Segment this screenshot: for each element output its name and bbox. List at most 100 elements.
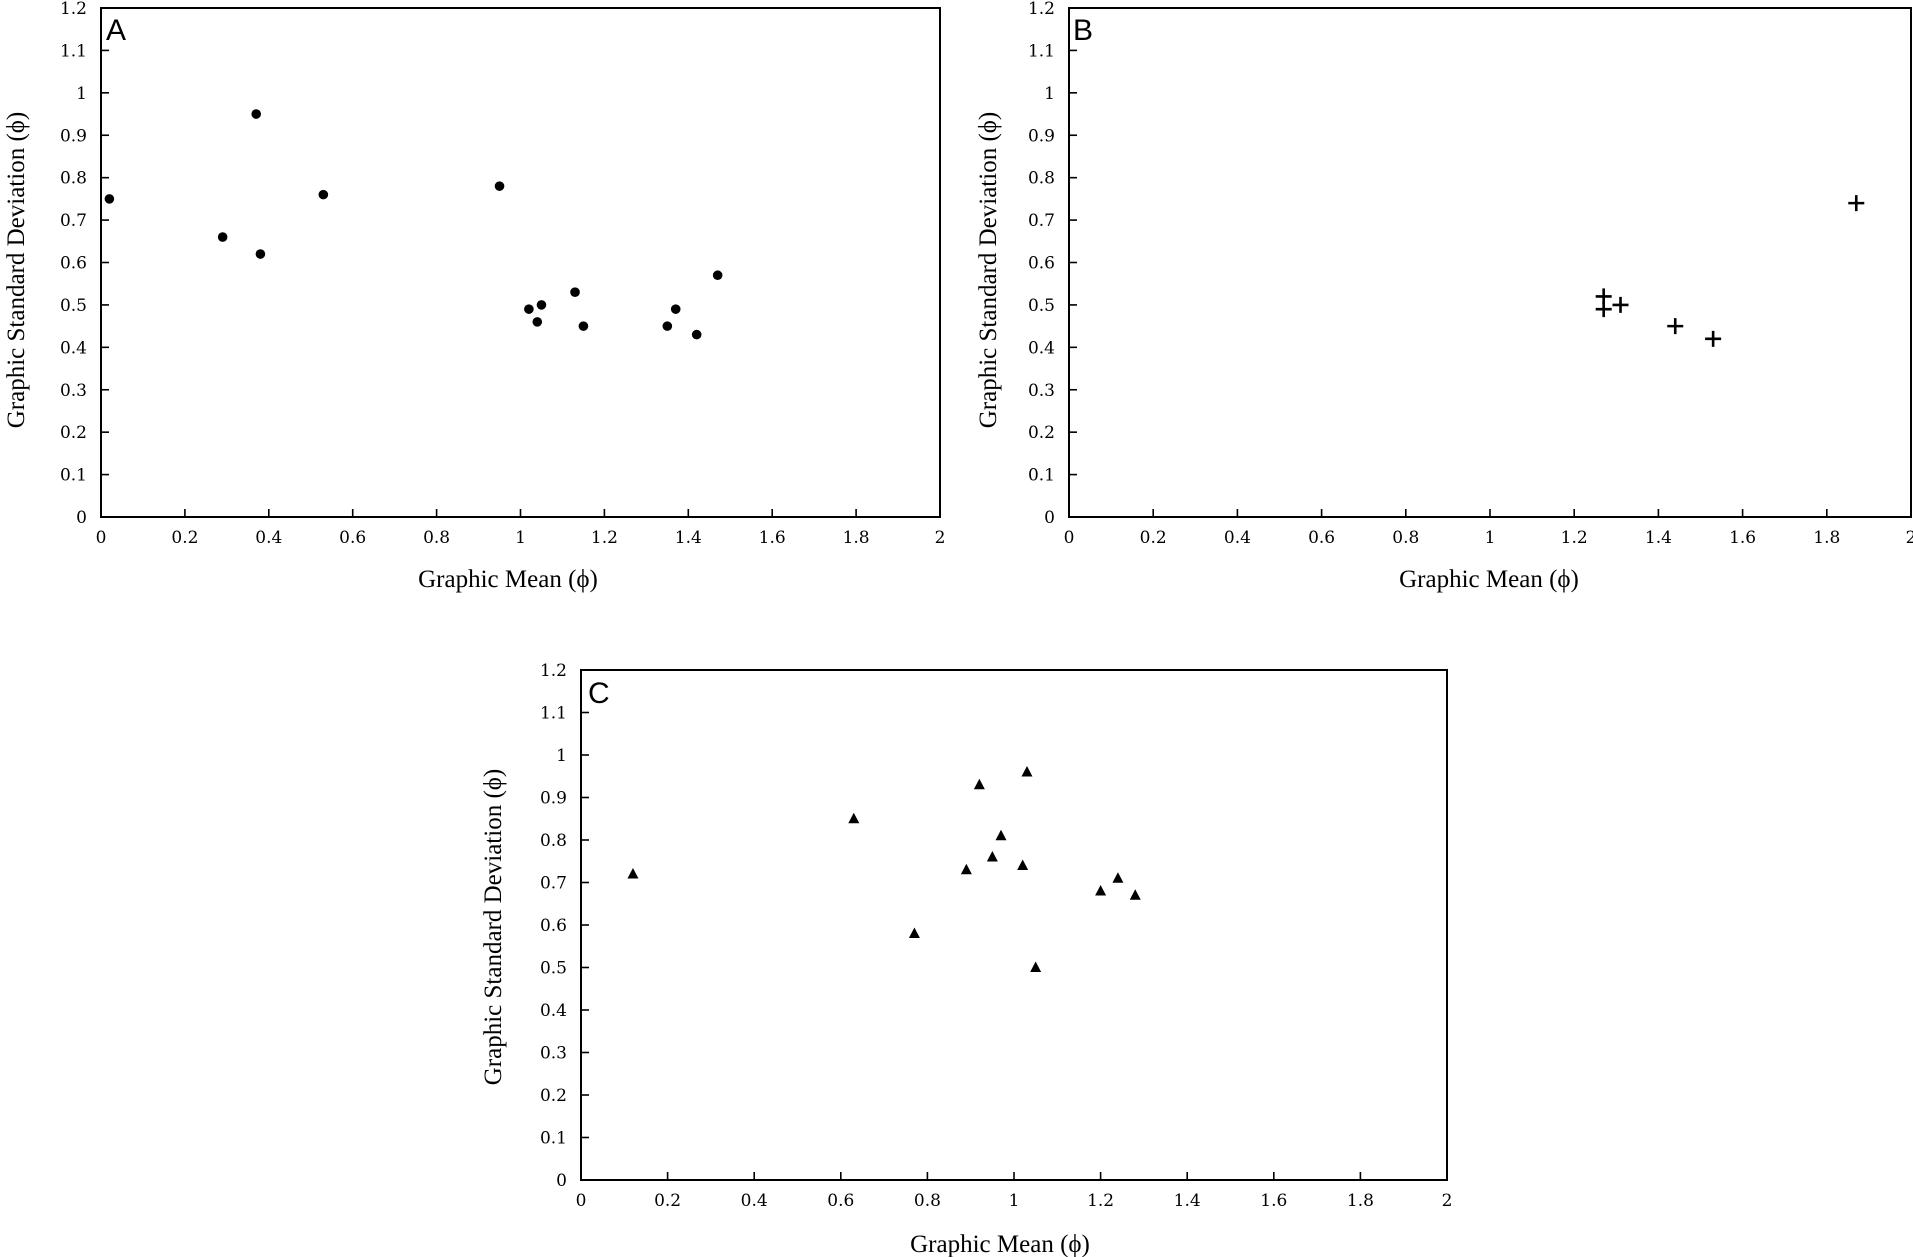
x-tick-label-c: 1.8 xyxy=(1347,1191,1374,1211)
x-tick-label-a: 2 xyxy=(935,528,946,548)
y-tick-label-c: 0.3 xyxy=(540,1044,567,1064)
x-tick-label-c: 0.4 xyxy=(741,1191,768,1211)
x-tick-label-a: 1.6 xyxy=(759,528,786,548)
y-axis-label-c: Graphic Standard Deviation (ϕ) xyxy=(480,769,507,1086)
data-point-a xyxy=(217,232,228,242)
data-point-c xyxy=(1021,766,1033,777)
x-tick-label-a: 0.6 xyxy=(339,528,366,548)
y-tick-label-a: 0.5 xyxy=(60,296,87,316)
y-tick-label-a: 1.1 xyxy=(60,41,87,61)
y-tick-label-b: 0.6 xyxy=(1028,254,1055,274)
y-tick-label-b: 0.5 xyxy=(1028,296,1055,316)
y-tick-label-b: 0.2 xyxy=(1028,423,1055,443)
y-tick-label-a: 1 xyxy=(76,84,87,104)
data-point-c xyxy=(908,927,920,938)
y-tick-label-c: 0.1 xyxy=(540,1129,567,1149)
y-tick-label-c: 0.5 xyxy=(540,959,567,979)
data-point-a xyxy=(670,304,681,314)
y-tick-label-c: 0.7 xyxy=(540,874,567,894)
x-axis-label-a: Graphic Mean (ϕ) xyxy=(418,566,598,593)
data-point-a xyxy=(662,321,673,331)
x-axis-label-c: Graphic Mean (ϕ) xyxy=(910,1231,1090,1257)
data-point-c xyxy=(848,812,860,824)
data-point-c xyxy=(960,863,972,875)
x-tick-label-a: 0 xyxy=(96,528,107,548)
data-point-c xyxy=(1030,961,1042,972)
x-tick-label-c: 0.2 xyxy=(654,1191,681,1211)
y-tick-label-a: 0.6 xyxy=(60,254,87,274)
data-point-c xyxy=(1112,872,1124,883)
x-tick-label-c: 1 xyxy=(1009,1191,1020,1211)
y-tick-label-c: 1.1 xyxy=(540,704,567,724)
plot-area-a xyxy=(100,7,941,518)
x-tick-label-c: 1.2 xyxy=(1087,1191,1114,1211)
y-tick-label-b: 1.2 xyxy=(1028,0,1055,19)
x-tick-label-a: 1.8 xyxy=(843,528,870,548)
y-tick-label-b: 0.9 xyxy=(1028,126,1055,146)
y-tick-label-a: 0.7 xyxy=(60,211,87,231)
y-tick-label-b: 1 xyxy=(1044,84,1055,104)
y-tick-label-a: 1.2 xyxy=(60,0,87,19)
data-point-a xyxy=(578,321,589,331)
x-tick-label-a: 1.4 xyxy=(675,528,702,548)
y-tick-label-c: 1.2 xyxy=(540,661,567,681)
data-point-a xyxy=(494,181,505,191)
x-tick-label-c: 1.4 xyxy=(1174,1191,1201,1211)
data-point-c xyxy=(995,829,1007,841)
data-point-b xyxy=(1667,318,1684,335)
data-point-c xyxy=(986,851,998,862)
panel-label-b: B xyxy=(1073,14,1093,47)
y-axis-label-a: Graphic Standard Deviation (ϕ) xyxy=(3,112,30,429)
data-point-c xyxy=(1095,885,1107,896)
data-point-a xyxy=(570,287,580,297)
data-point-c xyxy=(1129,889,1141,900)
y-tick-label-b: 1.1 xyxy=(1028,41,1055,61)
y-tick-label-a: 0.2 xyxy=(60,423,87,443)
y-tick-label-a: 0.1 xyxy=(60,466,87,486)
y-tick-label-b: 0 xyxy=(1044,508,1055,528)
data-point-a xyxy=(104,194,115,204)
x-tick-label-b: 1.2 xyxy=(1561,528,1588,548)
data-point-a xyxy=(691,329,702,340)
x-tick-label-b: 0 xyxy=(1064,528,1075,548)
x-tick-label-a: 0.4 xyxy=(255,528,282,548)
data-point-c xyxy=(1017,859,1029,870)
x-tick-label-a: 0.8 xyxy=(423,528,450,548)
x-tick-label-b: 1.6 xyxy=(1729,528,1756,548)
plot-area-b xyxy=(1068,7,1912,518)
x-tick-label-a: 1 xyxy=(515,528,526,548)
y-tick-label-b: 0.3 xyxy=(1028,381,1055,401)
data-point-a xyxy=(318,189,329,200)
y-tick-label-c: 0.4 xyxy=(540,1001,567,1021)
y-tick-label-c: 1 xyxy=(556,746,567,766)
y-tick-label-b: 0.1 xyxy=(1028,466,1055,486)
data-point-a xyxy=(255,249,266,259)
panel-label-c: C xyxy=(588,677,610,710)
x-tick-label-c: 0.8 xyxy=(914,1191,941,1211)
y-tick-label-b: 0.4 xyxy=(1028,338,1055,358)
x-tick-label-a: 1.2 xyxy=(591,528,618,548)
data-point-b xyxy=(1612,296,1629,313)
x-tick-label-c: 0 xyxy=(576,1191,587,1211)
x-tick-label-b: 1.8 xyxy=(1813,528,1840,548)
plot-area-c xyxy=(580,669,1448,1181)
y-tick-label-a: 0 xyxy=(76,508,87,528)
x-tick-label-b: 0.4 xyxy=(1224,528,1251,548)
y-axis-label-b: Graphic Standard Deviation (ϕ) xyxy=(975,112,1002,429)
data-point-b xyxy=(1705,330,1722,347)
panel-label-a: A xyxy=(106,14,126,47)
x-tick-label-b: 0.6 xyxy=(1308,528,1335,548)
y-tick-label-b: 0.8 xyxy=(1028,169,1055,189)
y-tick-label-a: 0.8 xyxy=(60,169,87,189)
data-point-b xyxy=(1595,301,1612,318)
x-tick-label-b: 0.2 xyxy=(1140,528,1167,548)
y-tick-label-b: 0.7 xyxy=(1028,211,1055,231)
y-tick-label-c: 0.9 xyxy=(540,789,567,809)
data-point-b xyxy=(1848,195,1865,212)
x-tick-label-c: 1.6 xyxy=(1260,1191,1287,1211)
x-tick-label-b: 0.8 xyxy=(1392,528,1419,548)
panel-a: A Graphic Mean (ϕ) Graphic Standard Devi… xyxy=(3,0,945,593)
x-tick-label-c: 2 xyxy=(1442,1191,1453,1211)
x-tick-label-b: 2 xyxy=(1906,528,1913,548)
data-point-c xyxy=(627,868,639,879)
